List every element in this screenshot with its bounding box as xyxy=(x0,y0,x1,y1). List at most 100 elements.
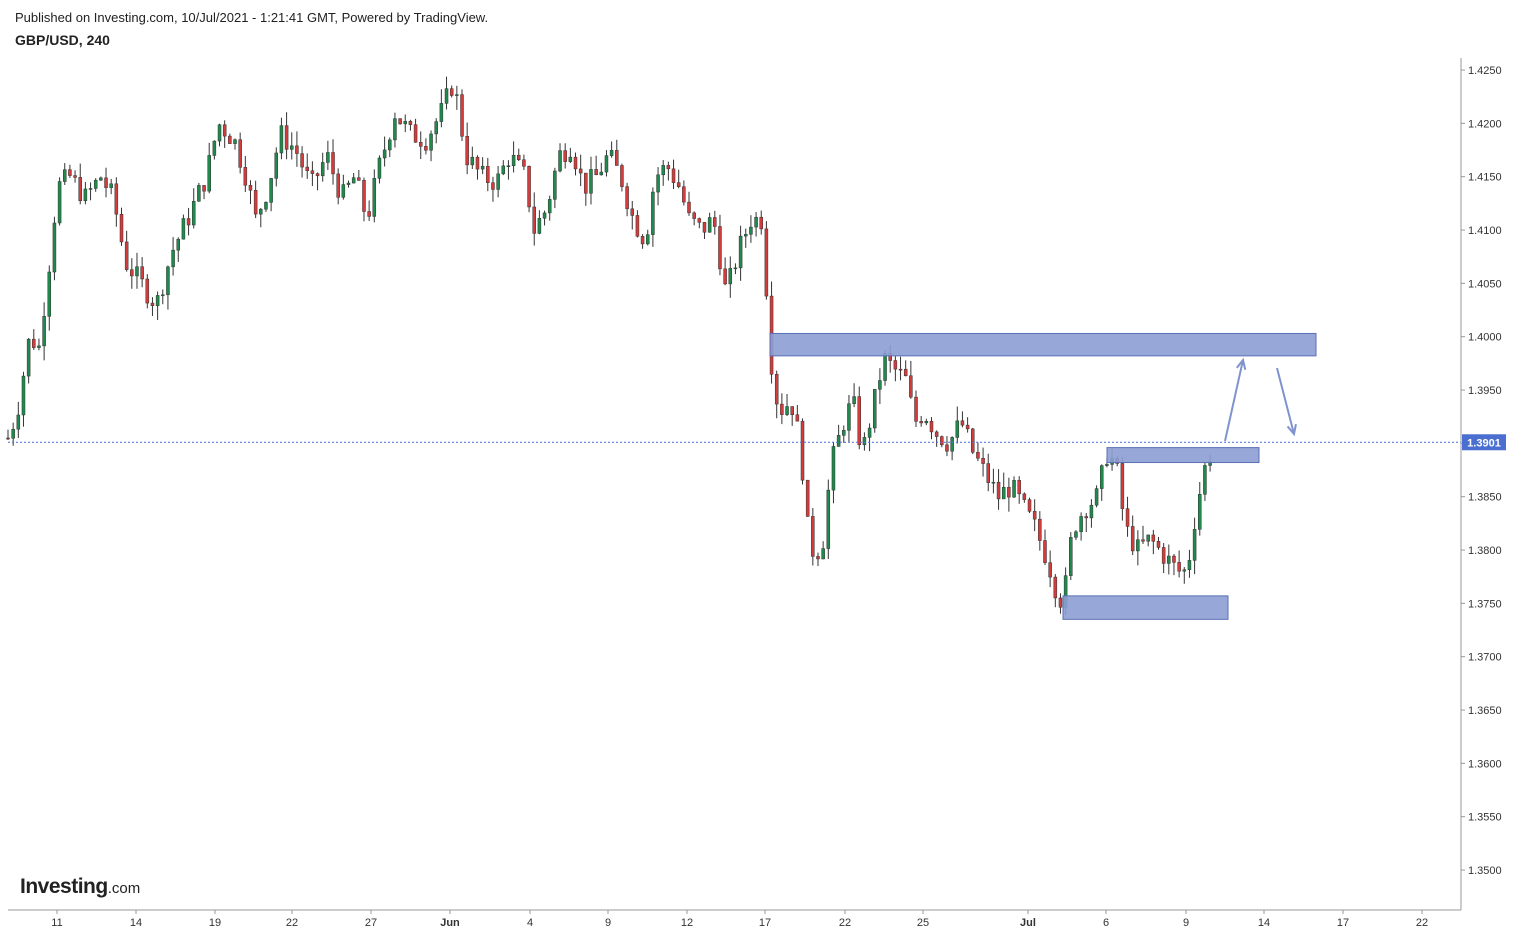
candle-up xyxy=(1012,480,1016,498)
candle-up xyxy=(274,152,279,179)
candle-up xyxy=(537,217,542,234)
candle-up xyxy=(867,427,872,438)
candle-down xyxy=(640,236,645,245)
candle-down xyxy=(903,368,908,377)
time-axis: 11 14 19 22 27 Jun 4 9 12 17 22 25 Jul 6 9 14 17 22 xyxy=(51,910,1428,929)
time-tick-label: 12 xyxy=(681,917,693,929)
candle-up xyxy=(496,173,500,190)
candle-up xyxy=(568,156,573,162)
candle-down xyxy=(284,125,289,150)
candle-up xyxy=(279,125,284,154)
candle-up xyxy=(645,234,650,245)
candle-up xyxy=(290,145,294,150)
candle-down xyxy=(578,168,583,174)
price-tick-label: 1.4200 xyxy=(1468,118,1502,130)
candle-up xyxy=(326,152,330,163)
price-tick-label: 1.4100 xyxy=(1468,225,1502,237)
candle-down xyxy=(893,360,898,370)
candle-down xyxy=(532,206,536,234)
candle-up xyxy=(501,165,506,175)
candle-down xyxy=(986,463,990,483)
arrows-layer xyxy=(1224,357,1297,442)
candle-down xyxy=(408,121,413,125)
candle-up xyxy=(135,266,139,277)
candle-down xyxy=(1048,562,1052,578)
breakout-zone xyxy=(1106,447,1260,464)
candle-down xyxy=(934,431,939,437)
candle-down xyxy=(1120,463,1125,509)
candle-up xyxy=(83,188,88,202)
candle-up xyxy=(403,121,408,125)
candle-down xyxy=(723,268,727,285)
candle-down xyxy=(475,156,480,170)
time-tick-label: 17 xyxy=(1337,917,1349,929)
candle-up xyxy=(862,437,867,446)
candle-up xyxy=(1105,464,1109,466)
time-tick-label: 14 xyxy=(1258,917,1270,929)
candle-up xyxy=(480,165,485,170)
candle-up xyxy=(37,345,41,348)
candle-up xyxy=(599,171,604,176)
candle-up xyxy=(21,375,26,416)
candle-down xyxy=(114,183,119,215)
candle-down xyxy=(965,424,970,430)
candle-down xyxy=(676,182,681,187)
candle-up xyxy=(651,191,655,235)
time-tick-label: Jul xyxy=(1020,917,1036,929)
candle-down xyxy=(228,135,232,144)
candle-up xyxy=(609,150,614,156)
candle-up xyxy=(269,178,273,203)
candle-down xyxy=(671,168,676,183)
candle-up xyxy=(1079,516,1083,533)
candle-up xyxy=(950,437,954,452)
candle-down xyxy=(940,436,944,446)
candle-down xyxy=(1084,516,1089,519)
time-tick-label: 4 xyxy=(527,917,533,929)
candle-down xyxy=(1141,539,1145,542)
candle-up xyxy=(57,181,62,224)
candle-down xyxy=(811,516,815,557)
candle-down xyxy=(1027,499,1032,512)
candle-up xyxy=(553,170,557,200)
candle-down xyxy=(78,177,82,202)
projection-up-arrow xyxy=(1224,359,1244,442)
candle-down xyxy=(800,420,805,481)
candle-up xyxy=(542,212,547,219)
candle-down xyxy=(68,169,72,176)
candle-down xyxy=(790,406,794,415)
candle-down xyxy=(130,269,134,277)
candle-down xyxy=(996,481,1001,500)
candle-down xyxy=(774,374,779,405)
candle-up xyxy=(878,380,882,390)
candle-down xyxy=(976,451,980,459)
time-tick-label: 17 xyxy=(759,917,771,929)
candle-down xyxy=(248,184,253,191)
time-tick-label: 11 xyxy=(51,917,62,929)
candle-up xyxy=(1099,465,1104,489)
price-tick-label: 1.3550 xyxy=(1468,812,1502,824)
price-tick-label: 1.3700 xyxy=(1468,652,1502,664)
time-tick-label: Jun xyxy=(440,917,460,929)
current-price-label: 1.3901 xyxy=(1467,437,1501,449)
candle-down xyxy=(32,338,36,348)
candle-up xyxy=(821,548,825,560)
candle-up xyxy=(382,149,387,159)
candle-down xyxy=(682,186,686,203)
candle-down xyxy=(1032,511,1037,520)
candle-down xyxy=(780,403,784,415)
candle-down xyxy=(971,428,975,453)
candle-up xyxy=(1069,537,1073,576)
candle-up xyxy=(372,178,377,217)
candle-up xyxy=(728,268,733,285)
candle-up xyxy=(93,179,98,189)
candle-up xyxy=(826,489,831,549)
candle-up xyxy=(455,94,459,96)
time-tick-label: 14 xyxy=(130,917,142,929)
candle-down xyxy=(702,222,707,233)
candle-up xyxy=(1094,488,1099,506)
candle-up xyxy=(1192,529,1197,561)
candle-down xyxy=(1172,555,1176,563)
candle-down xyxy=(805,479,810,517)
candle-down xyxy=(331,152,335,175)
